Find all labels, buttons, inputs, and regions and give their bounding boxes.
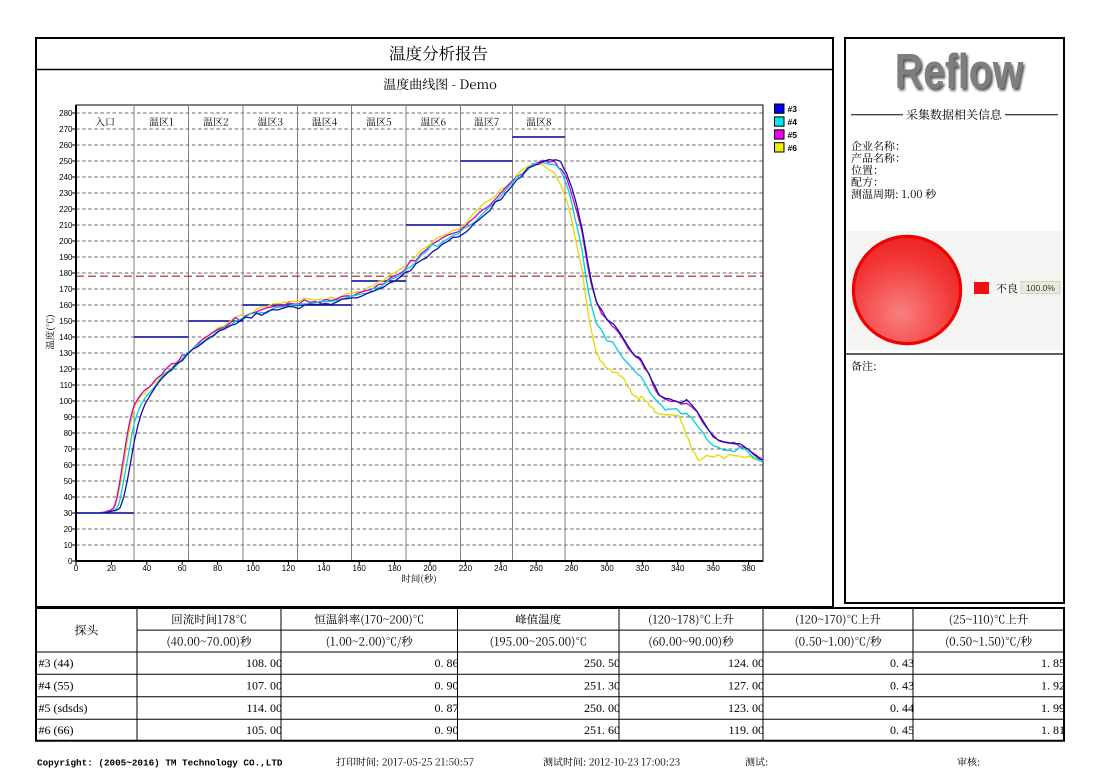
- svg-text:250. 50: 250. 50: [584, 656, 620, 670]
- svg-text:140: 140: [59, 333, 73, 342]
- svg-text:0: 0: [68, 557, 73, 566]
- svg-text:90: 90: [64, 413, 73, 422]
- svg-text:1. 92: 1. 92: [1041, 679, 1065, 693]
- svg-text:40: 40: [64, 493, 73, 502]
- svg-text:30: 30: [64, 509, 73, 518]
- svg-text:260: 260: [530, 564, 544, 573]
- svg-text:#6: #6: [788, 143, 798, 153]
- svg-text:251. 60: 251. 60: [584, 723, 620, 737]
- svg-text:300: 300: [600, 564, 614, 573]
- svg-text:0. 43: 0. 43: [890, 679, 914, 693]
- svg-text:40: 40: [142, 564, 151, 573]
- svg-text:0. 44: 0. 44: [890, 701, 914, 715]
- svg-text:0. 90: 0. 90: [435, 723, 459, 737]
- svg-text:120: 120: [282, 564, 296, 573]
- svg-text:108. 00: 108. 00: [246, 656, 282, 670]
- svg-text:1. 99: 1. 99: [1041, 701, 1065, 715]
- svg-text:190: 190: [59, 253, 73, 262]
- svg-text:0. 90: 0. 90: [435, 679, 459, 693]
- svg-text:100.0%: 100.0%: [1026, 283, 1055, 293]
- svg-text:#5 (sdsds): #5 (sdsds): [39, 701, 88, 715]
- svg-text:114. 00: 114. 00: [246, 701, 282, 715]
- svg-text:150: 150: [59, 317, 73, 326]
- svg-text:0. 43: 0. 43: [890, 656, 914, 670]
- svg-text:0. 45: 0. 45: [890, 723, 914, 737]
- svg-text:240: 240: [494, 564, 508, 573]
- svg-text:1. 85: 1. 85: [1041, 656, 1065, 670]
- svg-text:270: 270: [59, 125, 73, 134]
- svg-text:105. 00: 105. 00: [246, 723, 282, 737]
- svg-text:107. 00: 107. 00: [246, 679, 282, 693]
- svg-text:160: 160: [353, 564, 367, 573]
- svg-text:250. 00: 250. 00: [584, 701, 620, 715]
- svg-text:230: 230: [59, 189, 73, 198]
- svg-text:200: 200: [59, 237, 73, 246]
- svg-text:50: 50: [64, 477, 73, 486]
- svg-text:#4: #4: [788, 117, 798, 127]
- svg-text:#5: #5: [788, 130, 798, 140]
- svg-text:170: 170: [59, 285, 73, 294]
- svg-text:#4 (55): #4 (55): [39, 679, 74, 693]
- svg-text:200: 200: [423, 564, 437, 573]
- svg-text:0. 87: 0. 87: [435, 701, 459, 715]
- svg-text:10: 10: [64, 541, 73, 550]
- svg-text:180: 180: [59, 269, 73, 278]
- svg-text:130: 130: [59, 349, 73, 358]
- svg-text:#3 (44): #3 (44): [39, 656, 74, 670]
- svg-text:123. 00: 123. 00: [728, 701, 764, 715]
- svg-text:160: 160: [59, 301, 73, 310]
- svg-text:320: 320: [636, 564, 650, 573]
- svg-text:80: 80: [64, 429, 73, 438]
- svg-text:250: 250: [59, 157, 73, 166]
- svg-text:#6 (66): #6 (66): [39, 723, 74, 737]
- svg-text:260: 260: [59, 141, 73, 150]
- svg-text:60: 60: [178, 564, 187, 573]
- svg-text:0: 0: [74, 564, 79, 573]
- svg-text:127. 00: 127. 00: [728, 679, 764, 693]
- svg-text:110: 110: [60, 381, 73, 390]
- svg-text:124. 00: 124. 00: [728, 656, 764, 670]
- svg-text:340: 340: [671, 564, 685, 573]
- svg-text:120: 120: [59, 365, 73, 374]
- svg-text:Reflow: Reflow: [897, 47, 1026, 101]
- svg-text:#3: #3: [788, 104, 798, 114]
- svg-text:100: 100: [246, 564, 260, 573]
- svg-text:119. 00: 119. 00: [728, 723, 764, 737]
- svg-text:60: 60: [64, 461, 73, 470]
- svg-text:100: 100: [59, 397, 73, 406]
- svg-text:Copyright: (2005~2016) TM Tech: Copyright: (2005~2016) TM Technology CO.…: [37, 758, 283, 769]
- svg-text:210: 210: [59, 221, 73, 230]
- svg-text:70: 70: [64, 445, 73, 454]
- svg-text:380: 380: [742, 564, 756, 573]
- svg-text:280: 280: [565, 564, 579, 573]
- svg-text:80: 80: [213, 564, 222, 573]
- svg-text:1. 81: 1. 81: [1041, 723, 1065, 737]
- svg-text:220: 220: [59, 205, 73, 214]
- svg-text:Reflow: Reflow: [895, 45, 1024, 99]
- svg-text:140: 140: [317, 564, 331, 573]
- svg-text:280: 280: [59, 109, 73, 118]
- svg-text:180: 180: [388, 564, 402, 573]
- svg-text:220: 220: [459, 564, 473, 573]
- svg-text:240: 240: [59, 173, 73, 182]
- svg-text:360: 360: [707, 564, 721, 573]
- svg-text:20: 20: [107, 564, 116, 573]
- svg-text:0. 86: 0. 86: [435, 656, 459, 670]
- svg-text:251. 30: 251. 30: [584, 679, 620, 693]
- svg-text:20: 20: [64, 525, 73, 534]
